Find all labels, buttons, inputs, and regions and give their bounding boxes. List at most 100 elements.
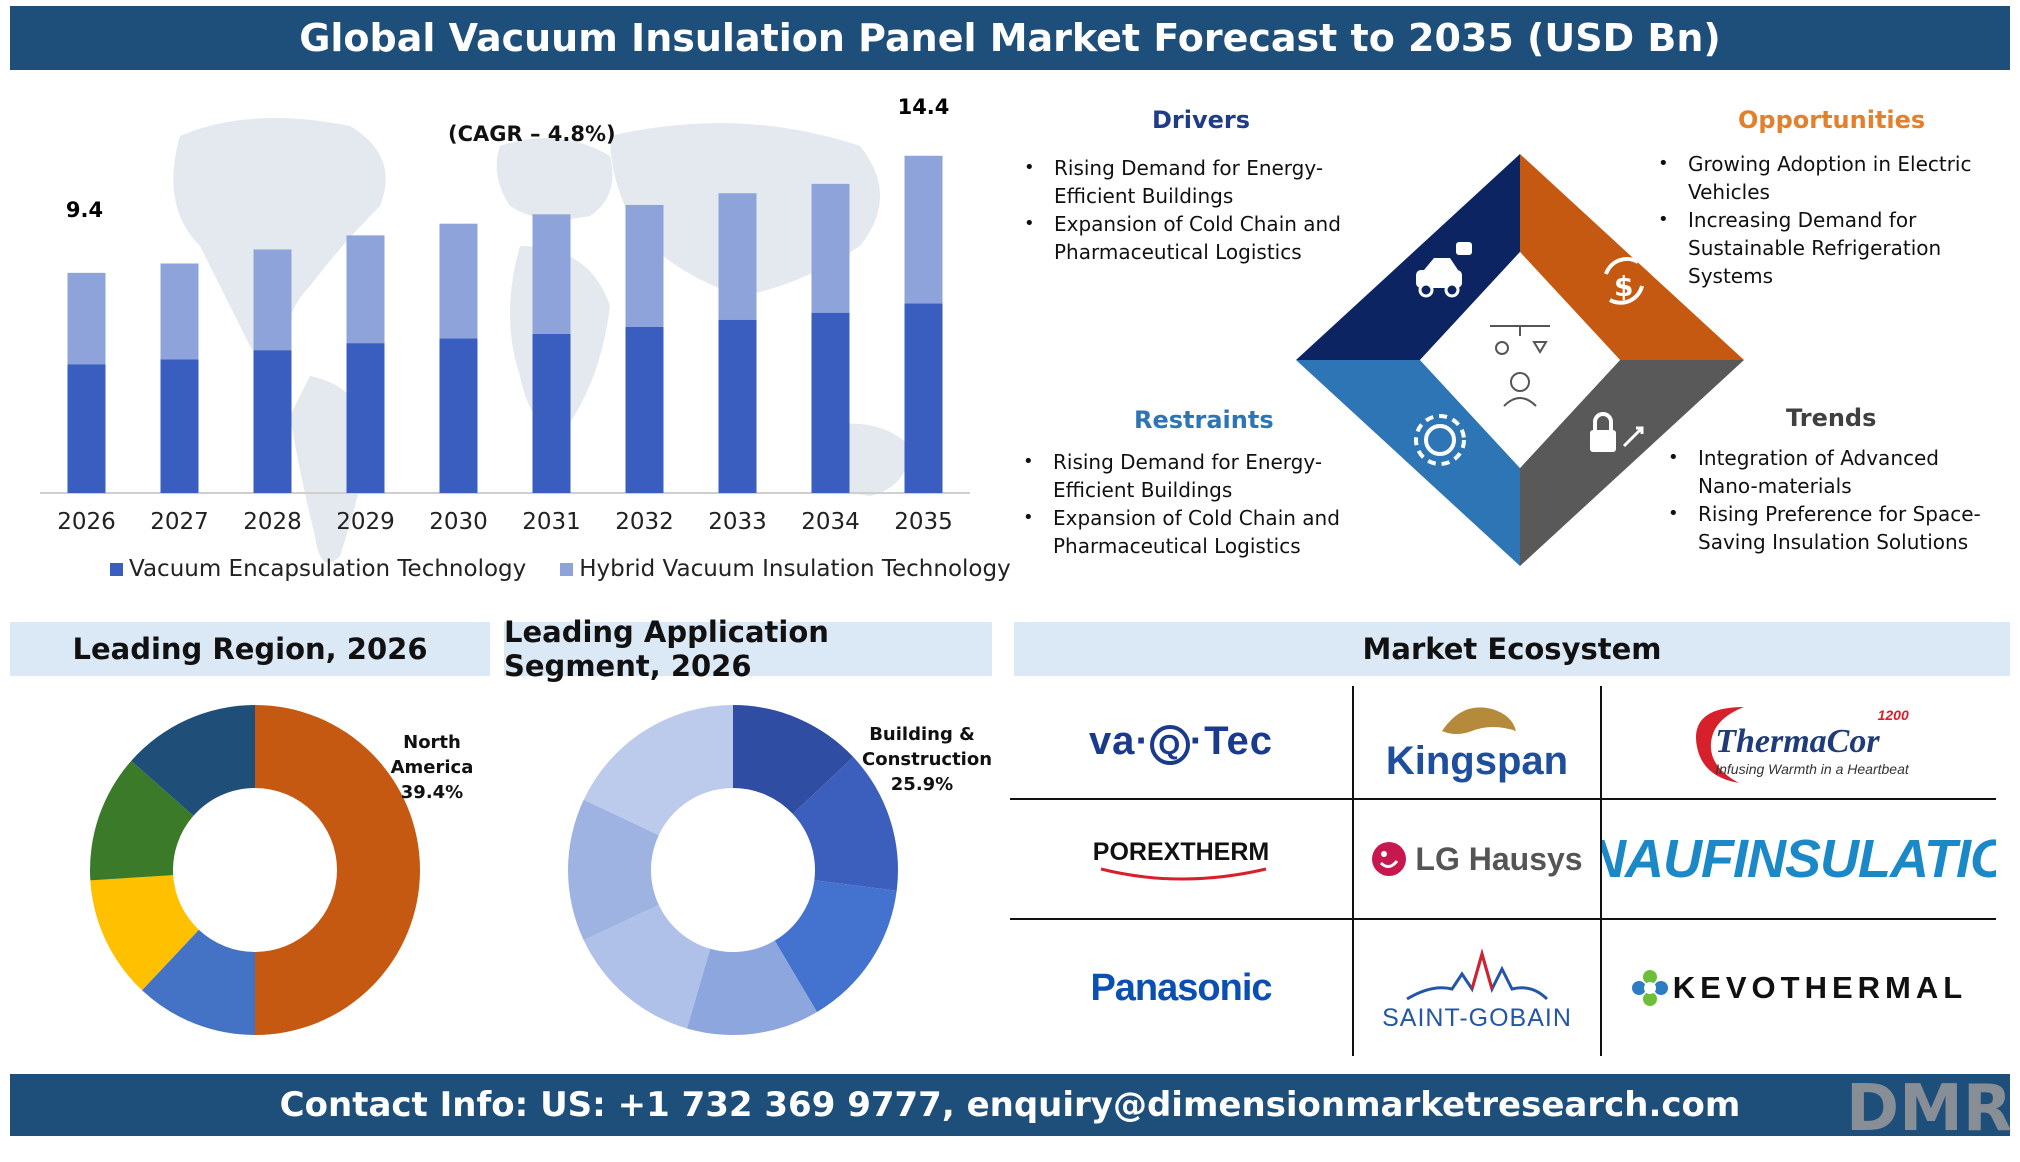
- kevothermal-text: KEVOTHERMAL: [1672, 970, 1968, 1005]
- logo-kingspan: Kingspan: [1354, 686, 1600, 798]
- chart-legend: Vacuum Encapsulation Technology Hybrid V…: [110, 556, 1011, 582]
- bar-hybrid-vacuum-2033: [718, 193, 757, 320]
- region-slice-2: [90, 875, 199, 991]
- porextherm-swoosh-icon: [1100, 867, 1267, 880]
- vaqtec-q: Q: [1149, 725, 1190, 765]
- bar-vacuum-encapsulation-2035: [904, 303, 943, 493]
- x-tick-label: 2035: [894, 509, 953, 535]
- bar-vacuum-encapsulation-2030: [439, 338, 478, 493]
- list-item: Rising Demand for Energy-Efficient Build…: [1023, 448, 1343, 504]
- data-label-total: 14.4: [898, 95, 950, 119]
- bar-vacuum-encapsulation-2029: [346, 343, 385, 493]
- list-item: Expansion of Cold Chain and Pharmaceutic…: [1023, 504, 1343, 560]
- legend-label: Vacuum Encapsulation Technology: [129, 556, 527, 582]
- money-cycle-icon: $: [1604, 256, 1644, 305]
- data-label-total: 9.4: [66, 198, 103, 222]
- logo-panasonic: Panasonic: [1010, 920, 1352, 1056]
- center-analysis-icon: [1490, 325, 1550, 407]
- lghausys-text: LG Hausys: [1415, 840, 1583, 877]
- kevothermal-flower-icon: [1631, 970, 1668, 1006]
- logo-saintgobain: SAINT-GOBAIN: [1354, 920, 1600, 1056]
- list-item: Growing Adoption in Electric Vehicles: [1658, 150, 1978, 206]
- logo-vaqtec: va· Q ·Tec: [1088, 719, 1274, 765]
- bar-hybrid-vacuum-2032: [625, 204, 664, 327]
- legend-swatch: [560, 562, 574, 576]
- region-label-value: 39.4%: [400, 782, 464, 803]
- contact-footer: Contact Info: US: +1 732 369 9777, enqui…: [10, 1074, 2010, 1136]
- ecosystem-logo-grid: va· Q ·Tec Kingspan 1200 ThermaCor Infusin…: [1010, 686, 1996, 1056]
- dmr-logo-text: DMR: [1846, 1072, 2012, 1140]
- application-label-line: Building &: [869, 724, 975, 745]
- grid-divider: [1010, 918, 1996, 920]
- knauf-text: KNAUFINSULATION: [1602, 829, 1996, 889]
- bar-vacuum-encapsulation-2026: [67, 364, 106, 493]
- bar-hybrid-vacuum-2029: [346, 235, 385, 344]
- car-icon: [1416, 242, 1472, 298]
- bar-hybrid-vacuum-2026: [67, 272, 106, 365]
- grid-divider: [1600, 686, 1602, 1056]
- application-slice-5: [568, 799, 659, 941]
- opportunities-list: Growing Adoption in Electric Vehicles In…: [1658, 150, 1978, 290]
- market-dynamics-diamond: $: [1296, 154, 1744, 566]
- legend-item-hybrid-vacuum: Hybrid Vacuum Insulation Technology: [560, 556, 1011, 582]
- bar-vacuum-encapsulation-2027: [160, 359, 199, 493]
- list-item: Rising Demand for Energy-Efficient Build…: [1024, 154, 1344, 210]
- region-slice-4: [131, 705, 255, 816]
- lion-icon: [1442, 706, 1516, 734]
- drivers-list: Rising Demand for Energy-Efficient Build…: [1024, 154, 1344, 266]
- trends-quadrant: [1520, 360, 1744, 566]
- stacked-bar-chart: 2026 9.4 2027 2028 2029 2030 2031 2032 2033 2034 2…: [40, 95, 970, 535]
- bar-hybrid-vacuum-2027: [160, 263, 199, 360]
- list-item: Expansion of Cold Chain and Pharmaceutic…: [1024, 210, 1344, 266]
- x-tick-label: 2029: [336, 509, 395, 535]
- region-donut-chart: [90, 705, 420, 1035]
- grid-divider: [1010, 798, 1996, 800]
- region-slice-1: [142, 929, 255, 1035]
- bar-vacuum-encapsulation-2034: [811, 312, 850, 493]
- dmr-logo: DMR: [1846, 1072, 2012, 1140]
- x-tick-label: 2027: [150, 509, 209, 535]
- legend-label: Hybrid Vacuum Insulation Technology: [579, 556, 1011, 582]
- logo-porextherm: POREXTHERM: [1010, 800, 1352, 918]
- svg-text:$: $: [1614, 270, 1633, 303]
- vaqtec-text: va: [1088, 719, 1136, 763]
- list-item: Rising Preference for Space-Saving Insul…: [1668, 500, 1998, 556]
- leading-application-header: Leading Application Segment, 2026: [504, 615, 992, 683]
- trends-list: Integration of Advanced Nano-materials R…: [1668, 444, 1998, 556]
- panasonic-text: Panasonic: [1090, 966, 1272, 1009]
- application-slice-2: [774, 880, 897, 1013]
- restraints-quadrant: [1296, 360, 1520, 566]
- application-label-value: 25.9%: [890, 774, 954, 795]
- opportunities-quadrant: [1520, 154, 1744, 360]
- cagr-annotation: (CAGR – 4.8%): [448, 122, 616, 146]
- bar-hybrid-vacuum-2034: [811, 183, 850, 313]
- bar-hybrid-vacuum-2035: [904, 155, 943, 304]
- logo-lghausys: LG Hausys: [1354, 800, 1600, 918]
- bar-vacuum-encapsulation-2032: [625, 326, 664, 493]
- application-slice-0: [733, 705, 854, 814]
- application-label-line: Construction: [862, 749, 993, 770]
- list-item: Increasing Demand for Sustainable Refrig…: [1658, 206, 1978, 290]
- bar-vacuum-encapsulation-2031: [532, 333, 571, 493]
- page-title: Global Vacuum Insulation Panel Market Fo…: [10, 6, 2010, 70]
- application-slice-6: [583, 705, 733, 836]
- logo-thermacor: 1200 ThermaCor Infusing Warmth in a Hear…: [1602, 686, 1996, 798]
- application-slice-4: [583, 904, 711, 1029]
- opportunities-title: Opportunities: [1738, 106, 1926, 134]
- x-tick-label: 2028: [243, 509, 302, 535]
- drivers-title: Drivers: [1152, 106, 1251, 134]
- bar-hybrid-vacuum-2031: [532, 214, 571, 334]
- thermacor-swoosh-icon: [1696, 707, 1745, 783]
- bar-hybrid-vacuum-2030: [439, 223, 478, 339]
- region-label-line: North: [403, 732, 461, 753]
- x-tick-label: 2031: [522, 509, 581, 535]
- lock-icon: [1590, 412, 1644, 452]
- application-slice-1: [792, 757, 898, 891]
- application-donut-chart: [568, 705, 898, 1035]
- restraints-list: Rising Demand for Energy-Efficient Build…: [1023, 448, 1343, 560]
- bar-vacuum-encapsulation-2033: [718, 319, 757, 493]
- diamond-center: [1420, 252, 1620, 468]
- list-item: Integration of Advanced Nano-materials: [1668, 444, 1998, 500]
- x-tick-label: 2034: [801, 509, 860, 535]
- market-ecosystem-header: Market Ecosystem: [1014, 622, 2010, 676]
